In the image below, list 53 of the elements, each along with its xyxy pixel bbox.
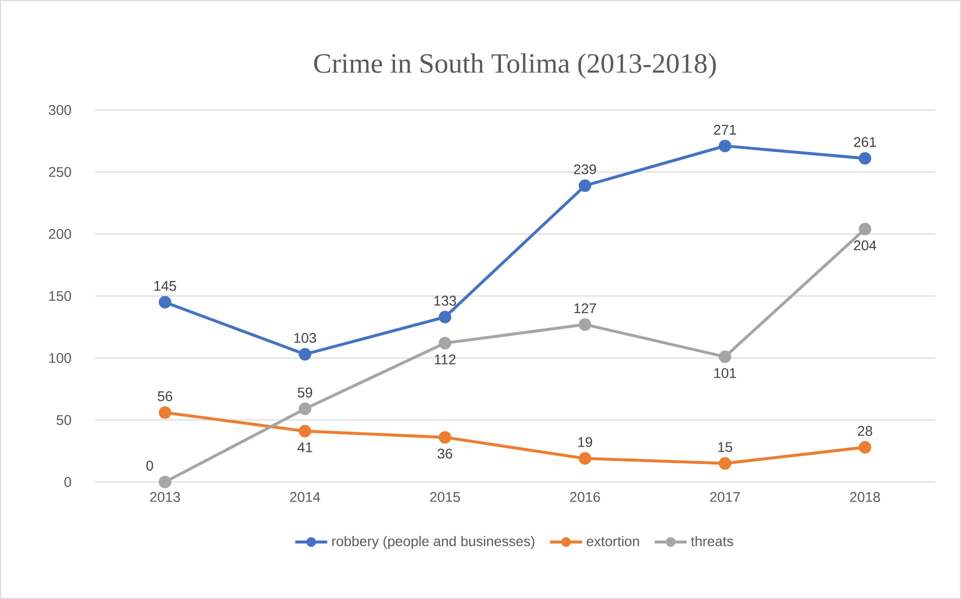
legend-label: threats — [691, 536, 734, 546]
y-tick-label: 250 — [48, 167, 72, 177]
data-label: 36 — [438, 448, 452, 459]
point — [578, 318, 592, 331]
data-label: 112 — [434, 354, 456, 364]
legend-label: extortion — [586, 536, 639, 546]
x-tick-label: 2016 — [570, 492, 600, 502]
legend-label: robbery (people and businesses) — [332, 536, 534, 549]
point — [858, 152, 872, 165]
point — [298, 348, 312, 361]
point — [298, 402, 312, 416]
data-label: 204 — [854, 240, 876, 250]
y-tick-label: 300 — [48, 105, 72, 115]
x-tick-label: 2013 — [150, 492, 180, 502]
data-label: 127 — [574, 303, 596, 314]
data-label: 271 — [714, 124, 736, 135]
point — [718, 140, 732, 152]
data-label: 239 — [574, 164, 596, 174]
x-tick-label: 2015 — [430, 492, 460, 502]
data-label: 145 — [154, 281, 176, 291]
data-label: 41 — [298, 442, 312, 452]
data-label: 0 — [146, 460, 154, 471]
x-tick-label: 2018 — [850, 492, 880, 502]
chart-title: Crime in South Tolima (2013-2018) — [314, 53, 716, 79]
y-tick-label: 200 — [48, 229, 72, 239]
point — [438, 336, 452, 350]
point — [298, 424, 312, 438]
point — [578, 452, 592, 465]
data-label: 19 — [578, 437, 592, 448]
point — [718, 350, 732, 364]
data-label: 133 — [434, 296, 456, 306]
y-tick-label: 50 — [56, 415, 72, 425]
point — [438, 431, 452, 444]
point — [858, 440, 872, 454]
x-tick-label: 2017 — [710, 492, 740, 502]
data-label: 59 — [298, 388, 312, 398]
data-label: 261 — [854, 137, 876, 147]
point — [578, 179, 592, 192]
y-tick-label: 0 — [64, 477, 72, 487]
point — [158, 406, 172, 419]
data-label: 103 — [294, 332, 316, 343]
point — [438, 310, 452, 324]
point — [718, 457, 732, 470]
point — [158, 476, 172, 488]
y-tick-label: 100 — [49, 353, 72, 363]
data-label: 28 — [858, 426, 872, 436]
y-tick-label: 150 — [49, 291, 72, 301]
point — [858, 222, 872, 236]
x-tick-label: 2014 — [290, 492, 320, 502]
data-label: 15 — [718, 442, 732, 452]
data-label: 56 — [158, 391, 172, 402]
point — [158, 296, 172, 308]
data-label: 101 — [714, 368, 736, 378]
